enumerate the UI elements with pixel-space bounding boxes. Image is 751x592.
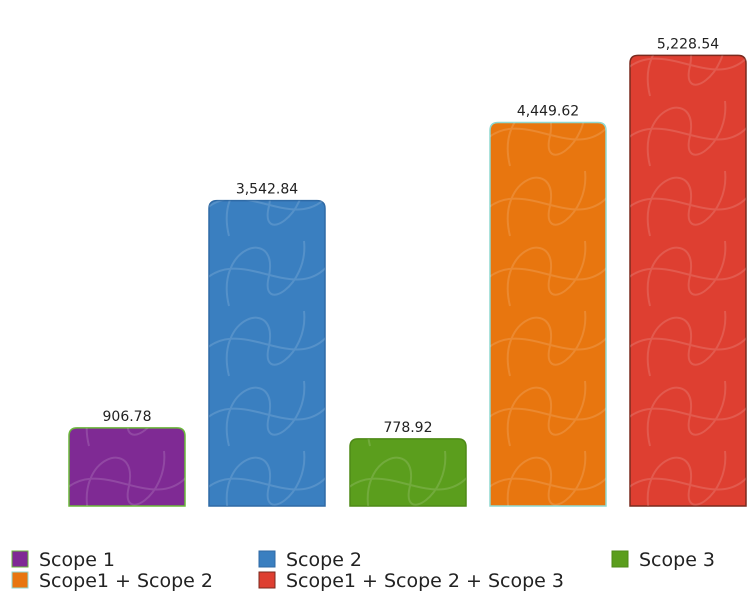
legend-item-scope1-scope-2-scope-3: Scope1 + Scope 2 + Scope 3 bbox=[258, 570, 564, 592]
bar-fill-scope-3 bbox=[349, 438, 467, 507]
legend-label-scope1-scope-2-scope-3: Scope1 + Scope 2 + Scope 3 bbox=[286, 570, 564, 592]
legend-item-scope-2: Scope 2 bbox=[258, 549, 362, 571]
legend-label-scope1-scope-2: Scope1 + Scope 2 bbox=[39, 570, 213, 592]
data-labels-layer: 906.78 3,542.84 778.92 4,449.62 5,228.54 bbox=[103, 36, 720, 435]
data-label-scope1-scope-2: 4,449.62 bbox=[517, 104, 579, 120]
legend-item-scope-3: Scope 3 bbox=[611, 549, 715, 571]
legend-label-scope-1: Scope 1 bbox=[39, 549, 115, 571]
legend-label-scope-3: Scope 3 bbox=[639, 549, 715, 571]
legend-swatch-scope-2 bbox=[258, 550, 276, 568]
bars-layer bbox=[68, 54, 747, 507]
data-label-scope-3: 778.92 bbox=[384, 420, 433, 436]
bar-texture-scope-2 bbox=[209, 200, 325, 506]
legend: Scope 1 Scope 2 Scope 3 Scope1 + Scope 2 Sco… bbox=[11, 549, 715, 592]
bar-scope-2 bbox=[208, 199, 326, 507]
legend-swatch-scope1-scope-2-scope-3 bbox=[258, 571, 276, 589]
bar-texture-scope1-scope-2 bbox=[490, 122, 606, 507]
bar-fill-scope-1 bbox=[68, 427, 186, 507]
legend-item-scope1-scope-2: Scope1 + Scope 2 bbox=[11, 570, 213, 592]
bar-scope1-scope-2-scope-3 bbox=[629, 54, 747, 507]
bar-fill-scope1-scope-2-scope-3 bbox=[629, 54, 747, 507]
legend-label-scope-2: Scope 2 bbox=[286, 549, 362, 571]
legend-swatch-scope1-scope-2 bbox=[11, 571, 29, 589]
bar-texture-scope-1 bbox=[69, 427, 185, 506]
data-label-scope-1: 906.78 bbox=[103, 409, 152, 425]
bar-scope-3 bbox=[349, 438, 467, 507]
bar-fill-scope1-scope-2 bbox=[489, 121, 607, 507]
data-label-scope-2: 3,542.84 bbox=[236, 182, 298, 198]
bar-texture-scope-3 bbox=[350, 438, 466, 506]
legend-swatch-scope-1 bbox=[11, 550, 29, 568]
bar-scope-1 bbox=[68, 427, 186, 507]
bar-scope1-scope-2 bbox=[489, 121, 607, 507]
bar-texture-scope1-scope-2-scope-3 bbox=[630, 55, 746, 506]
legend-item-scope-1: Scope 1 bbox=[11, 549, 115, 571]
legend-swatch-scope-3 bbox=[611, 550, 629, 568]
data-label-scope1-scope-2-scope-3: 5,228.54 bbox=[657, 36, 719, 52]
bar-fill-scope-2 bbox=[208, 199, 326, 507]
